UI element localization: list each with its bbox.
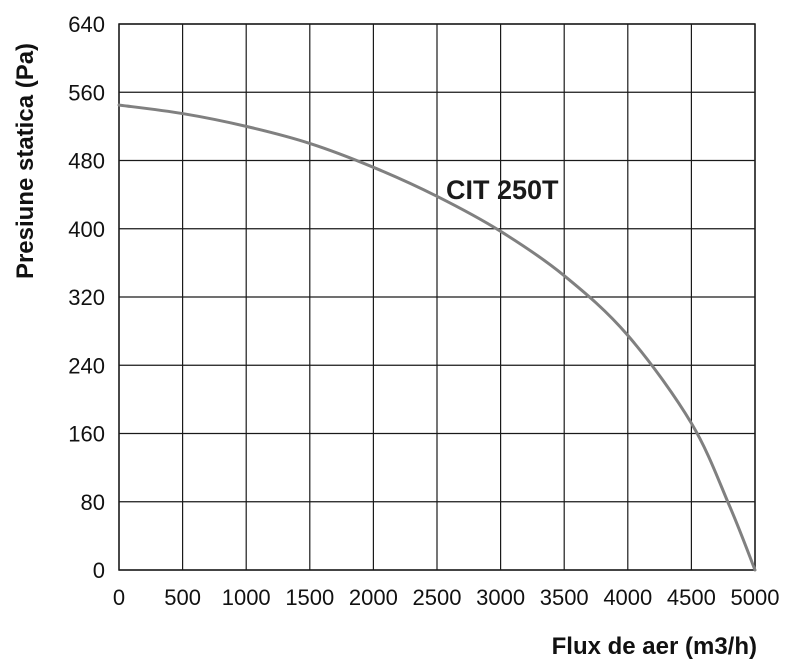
x-axis-title: Flux de aer (m3/h) — [552, 633, 757, 660]
x-tick-label: 2500 — [413, 585, 462, 610]
x-tick-label: 1000 — [222, 585, 271, 610]
x-tick-label: 3500 — [540, 585, 589, 610]
series-layer: CIT 250T — [117, 103, 757, 572]
y-tick-label: 240 — [68, 353, 105, 378]
x-tick-label: 0 — [113, 585, 125, 610]
y-tick-label: 80 — [81, 490, 105, 515]
y-tick-label: 480 — [68, 149, 105, 174]
x-tick-label: 3000 — [476, 585, 525, 610]
y-tick-label: 0 — [93, 558, 105, 583]
x-tick-label: 4000 — [603, 585, 652, 610]
x-tick-label: 2000 — [349, 585, 398, 610]
y-tick-label: 640 — [68, 12, 105, 37]
x-axis-ticks: 0 500 1000 1500 2000 2500 3000 3500 4000 4500 5000 — [113, 585, 780, 610]
x-tick-label: 500 — [164, 585, 201, 610]
x-tick-label: 1500 — [285, 585, 334, 610]
y-tick-label: 160 — [68, 422, 105, 447]
grid — [118, 23, 756, 571]
x-tick-label: 4500 — [667, 585, 716, 610]
x-tick-label: 5000 — [731, 585, 780, 610]
plot-frame — [118, 23, 756, 571]
y-axis-ticks: 0 80 160 240 320 400 480 560 640 — [68, 12, 105, 583]
y-tick-label: 560 — [68, 80, 105, 105]
y-tick-label: 400 — [68, 217, 105, 242]
y-axis-title: Presiune statica (Pa) — [12, 43, 39, 279]
y-tick-label: 320 — [68, 285, 105, 310]
series-label: CIT 250T — [446, 175, 559, 205]
series-line — [117, 103, 757, 572]
